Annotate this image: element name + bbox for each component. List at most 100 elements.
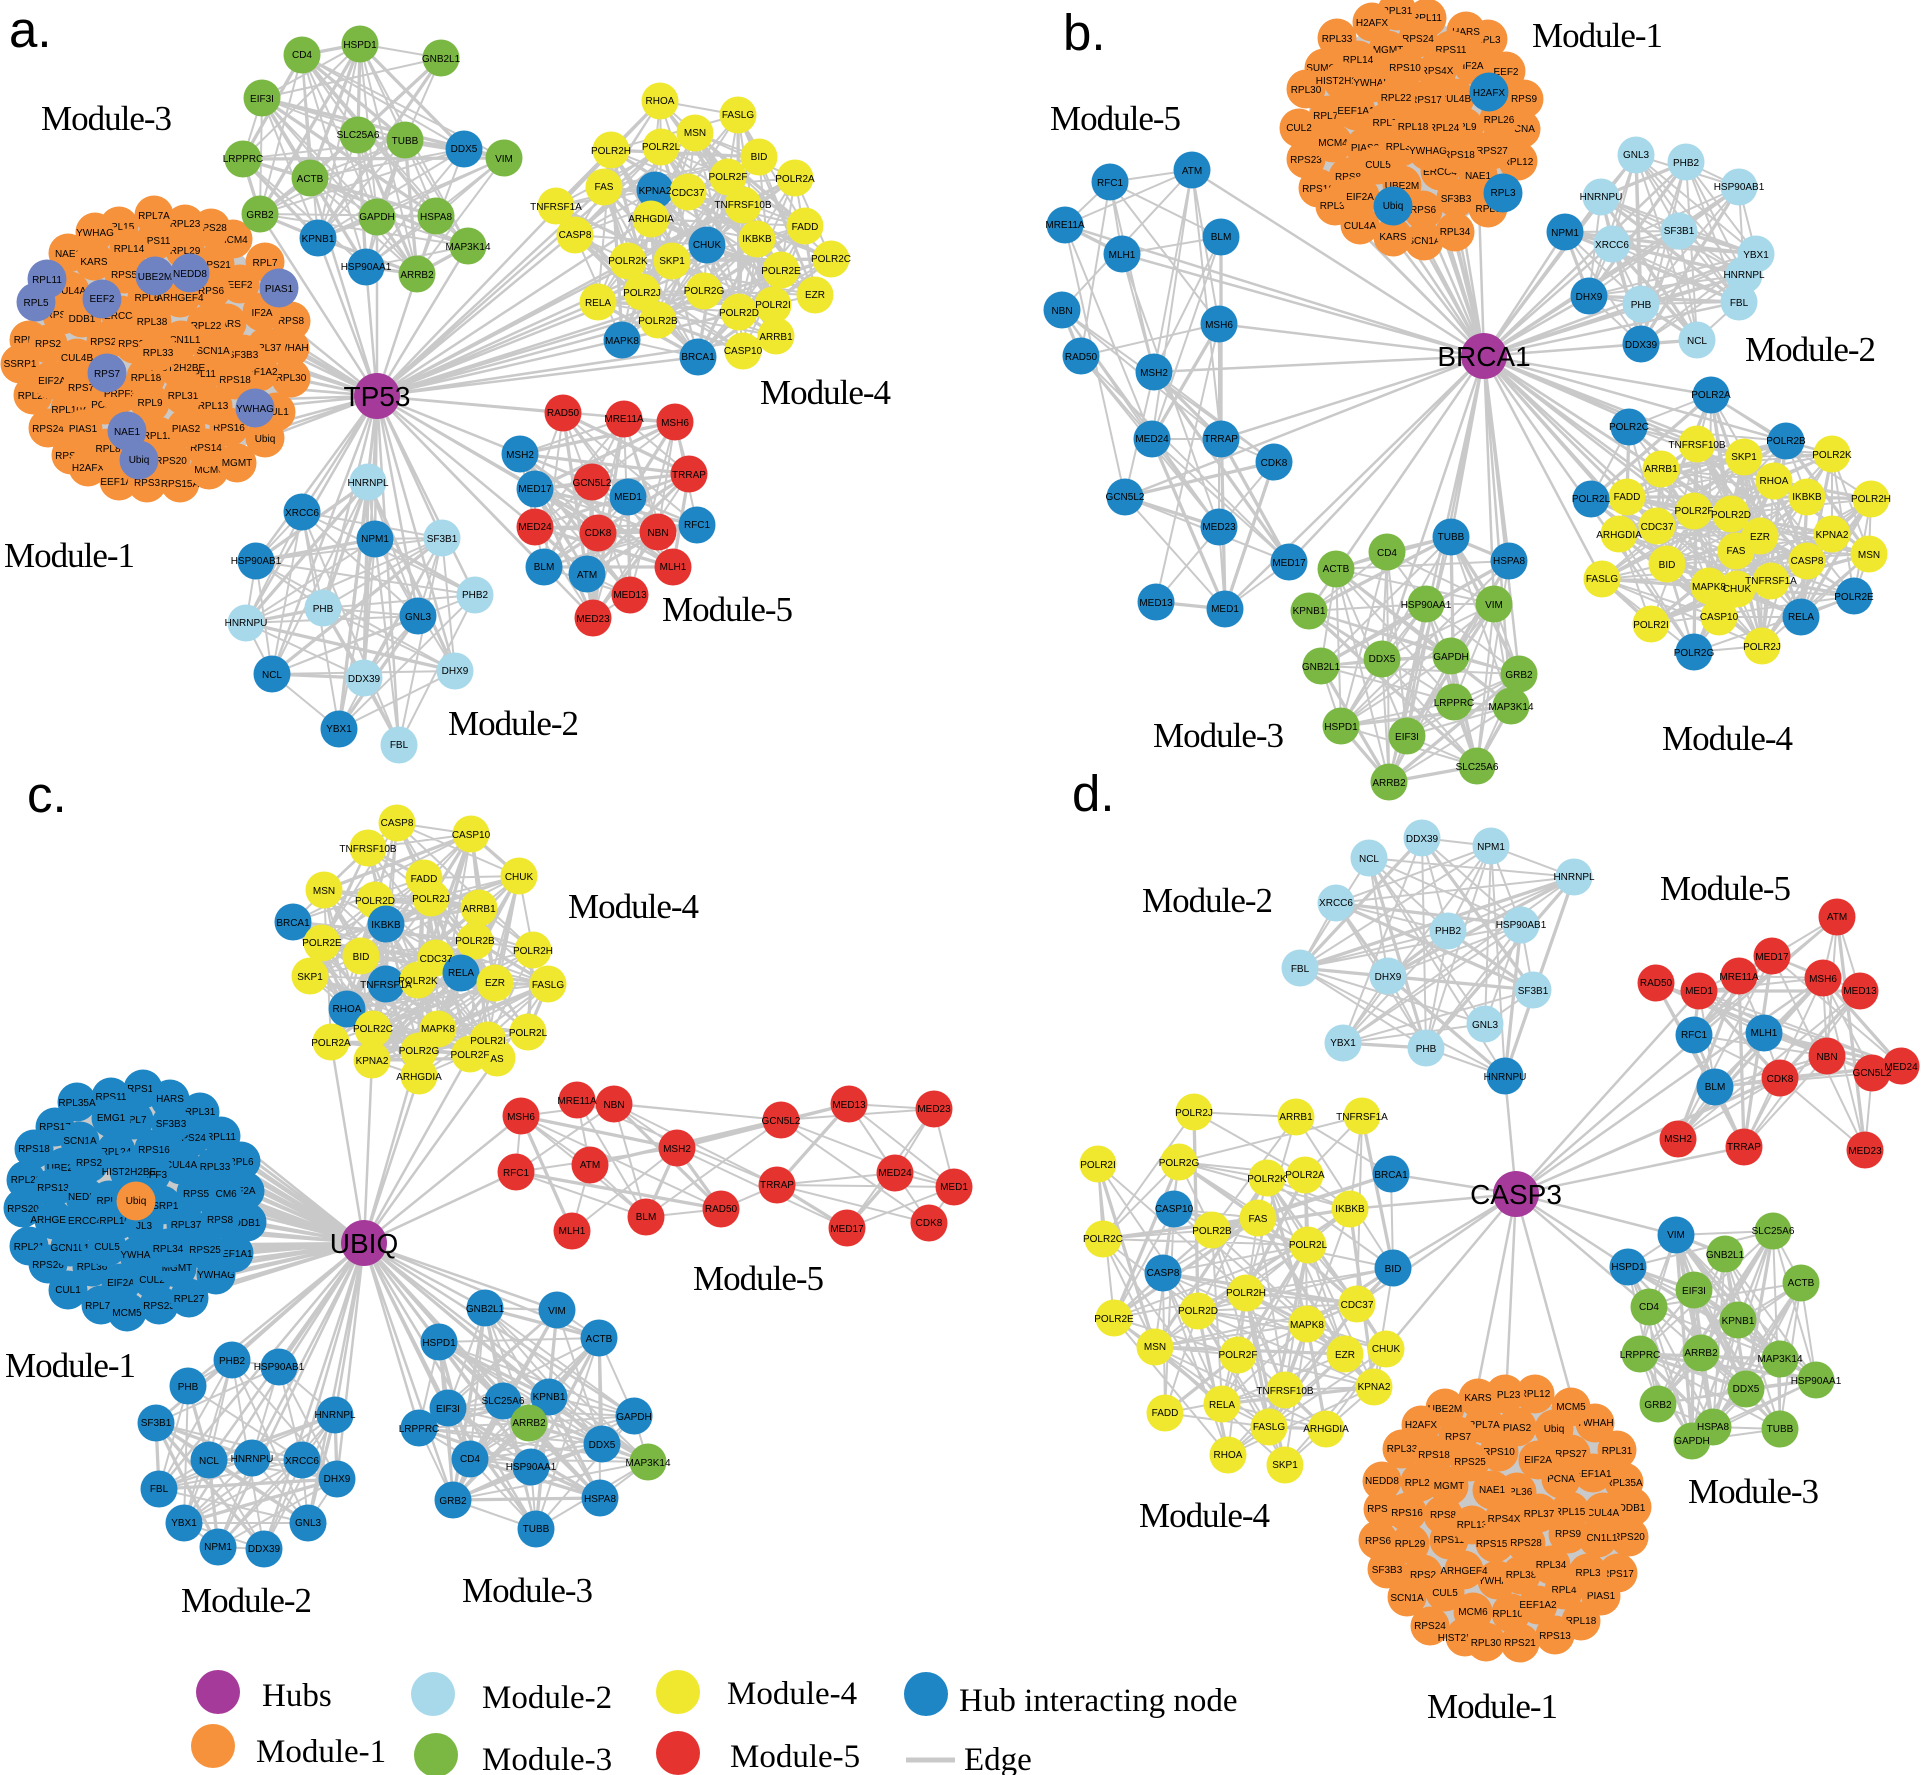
svg-text:XRCC6: XRCC6 <box>285 508 319 519</box>
svg-text:MAPK8: MAPK8 <box>421 1024 455 1035</box>
svg-text:d.: d. <box>1072 765 1115 822</box>
svg-text:CASP8: CASP8 <box>1791 556 1824 567</box>
svg-text:POLR2D: POLR2D <box>355 896 395 907</box>
svg-text:EEF1A1: EEF1A1 <box>1337 106 1375 117</box>
svg-text:POLR2E: POLR2E <box>302 938 342 949</box>
svg-text:MAPK8: MAPK8 <box>1692 582 1726 593</box>
svg-text:RPL21: RPL21 <box>14 1242 45 1253</box>
svg-text:ERCC4: ERCC4 <box>68 1216 102 1227</box>
svg-text:NAE1: NAE1 <box>1465 171 1492 182</box>
svg-text:CUL4B: CUL4B <box>61 353 94 364</box>
svg-text:NEDD8: NEDD8 <box>173 269 207 280</box>
svg-text:GRB2: GRB2 <box>1505 670 1533 681</box>
svg-text:XRCC6: XRCC6 <box>285 1456 319 1467</box>
svg-text:TP53: TP53 <box>344 381 411 412</box>
svg-text:HSP90AB1: HSP90AB1 <box>1496 920 1547 931</box>
svg-text:RPL22: RPL22 <box>1381 93 1412 104</box>
svg-text:POLR2J: POLR2J <box>412 894 450 905</box>
svg-text:ERCC4: ERCC4 <box>1423 167 1457 178</box>
svg-text:CASP8: CASP8 <box>559 230 592 241</box>
svg-text:MED24: MED24 <box>518 522 552 533</box>
svg-text:HNRNPL: HNRNPL <box>1723 270 1765 281</box>
svg-text:JL3: JL3 <box>136 1221 153 1232</box>
svg-text:RPL15: RPL15 <box>104 222 135 233</box>
svg-text:KARS: KARS <box>80 257 108 268</box>
svg-text:VIM: VIM <box>1667 1230 1685 1241</box>
svg-text:CASP10: CASP10 <box>452 830 491 841</box>
svg-text:YWHAH: YWHAH <box>1576 1418 1613 1429</box>
svg-text:RPL29: RPL29 <box>170 246 201 257</box>
svg-text:Module-5: Module-5 <box>662 590 793 629</box>
svg-text:Hubs: Hubs <box>262 1678 332 1714</box>
svg-text:Module-5: Module-5 <box>693 1259 824 1298</box>
svg-text:NEDD8: NEDD8 <box>68 1192 102 1203</box>
svg-text:PIAS1: PIAS1 <box>265 284 294 295</box>
svg-text:YWHAH: YWHAH <box>1353 78 1390 89</box>
svg-text:PHB: PHB <box>313 604 334 615</box>
svg-text:RAD50: RAD50 <box>547 408 580 419</box>
svg-text:MAP3K14: MAP3K14 <box>1757 1354 1802 1365</box>
svg-text:TRRAP: TRRAP <box>760 1180 794 1191</box>
svg-text:RPL22: RPL22 <box>191 321 222 332</box>
svg-text:UBE2M: UBE2M <box>1385 181 1419 192</box>
svg-text:EEF1A1: EEF1A1 <box>215 1249 253 1260</box>
svg-text:POLR2A: POLR2A <box>775 174 815 185</box>
svg-text:DHX9: DHX9 <box>442 666 469 677</box>
svg-text:CASP10: CASP10 <box>1155 1204 1194 1215</box>
svg-text:SF3B1: SF3B1 <box>141 1418 172 1429</box>
svg-text:Ubiq: Ubiq <box>255 434 276 445</box>
svg-text:MSH6: MSH6 <box>1809 974 1837 985</box>
svg-text:TNFRSF1A: TNFRSF1A <box>1745 576 1797 587</box>
svg-text:RPL37: RPL37 <box>1524 1509 1555 1520</box>
svg-text:RPS27: RPS27 <box>1555 1449 1587 1460</box>
svg-text:RPS17: RPS17 <box>39 1122 71 1133</box>
svg-text:POLR2I: POLR2I <box>1080 1160 1116 1171</box>
svg-text:CUL4A: CUL4A <box>54 286 87 297</box>
svg-text:POLR2J: POLR2J <box>623 288 661 299</box>
svg-text:HSP90AB1: HSP90AB1 <box>231 556 282 567</box>
svg-text:EZR: EZR <box>485 978 505 989</box>
svg-text:RPL6: RPL6 <box>134 293 159 304</box>
svg-text:BID: BID <box>751 152 768 163</box>
svg-text:Module-5: Module-5 <box>1660 869 1791 908</box>
svg-text:KPNA2: KPNA2 <box>1816 530 1849 541</box>
svg-text:RPS10: RPS10 <box>1389 63 1421 74</box>
svg-text:Ubiq: Ubiq <box>1383 201 1404 212</box>
svg-text:RAD50: RAD50 <box>1640 978 1673 989</box>
svg-text:YBX1: YBX1 <box>326 724 352 735</box>
svg-text:RELA: RELA <box>1209 1400 1235 1411</box>
svg-text:POLR2K: POLR2K <box>1247 1174 1287 1185</box>
svg-text:MCM4: MCM4 <box>218 235 248 246</box>
svg-text:POLR2L: POLR2L <box>642 142 681 153</box>
svg-text:RPS8: RPS8 <box>278 316 305 327</box>
svg-text:PCNA: PCNA <box>1507 124 1535 135</box>
svg-text:MED1: MED1 <box>1685 986 1713 997</box>
svg-text:ARRB2: ARRB2 <box>1372 778 1406 789</box>
svg-text:SLC25A6: SLC25A6 <box>337 130 380 141</box>
svg-text:CUL5: CUL5 <box>1365 160 1391 171</box>
svg-text:GCN5L2: GCN5L2 <box>1106 492 1145 503</box>
svg-text:CUL5: CUL5 <box>94 1242 120 1253</box>
svg-text:a.: a. <box>9 1 52 58</box>
svg-text:MLH1: MLH1 <box>559 1226 586 1237</box>
svg-text:RPS17: RPS17 <box>1602 1569 1634 1580</box>
svg-text:MED24: MED24 <box>1884 1062 1918 1073</box>
svg-text:Module-1: Module-1 <box>4 536 134 575</box>
svg-text:RPL7A: RPL7A <box>85 1301 117 1312</box>
svg-text:GCN1L1: GCN1L1 <box>1579 1533 1618 1544</box>
svg-text:Module-4: Module-4 <box>760 373 891 412</box>
svg-text:Module-5: Module-5 <box>730 1739 860 1775</box>
svg-text:AS: AS <box>490 1054 504 1065</box>
svg-text:PRPF3: PRPF3 <box>104 389 137 400</box>
svg-text:ARRB2: ARRB2 <box>400 270 434 281</box>
svg-text:RPL35A: RPL35A <box>58 1098 96 1109</box>
svg-text:POLR2G: POLR2G <box>1159 1158 1200 1169</box>
svg-text:RPS4X: RPS4X <box>46 310 79 321</box>
svg-text:RPS16: RPS16 <box>213 423 245 434</box>
svg-text:HIST2H2BE: HIST2H2BE <box>151 363 206 374</box>
svg-text:RPL38: RPL38 <box>1506 1570 1537 1581</box>
svg-text:MRE11A: MRE11A <box>604 414 644 425</box>
svg-text:PHB: PHB <box>1416 1044 1437 1055</box>
svg-text:POLR2K: POLR2K <box>1812 450 1852 461</box>
svg-text:ARHGDIA: ARHGDIA <box>1303 1424 1349 1435</box>
